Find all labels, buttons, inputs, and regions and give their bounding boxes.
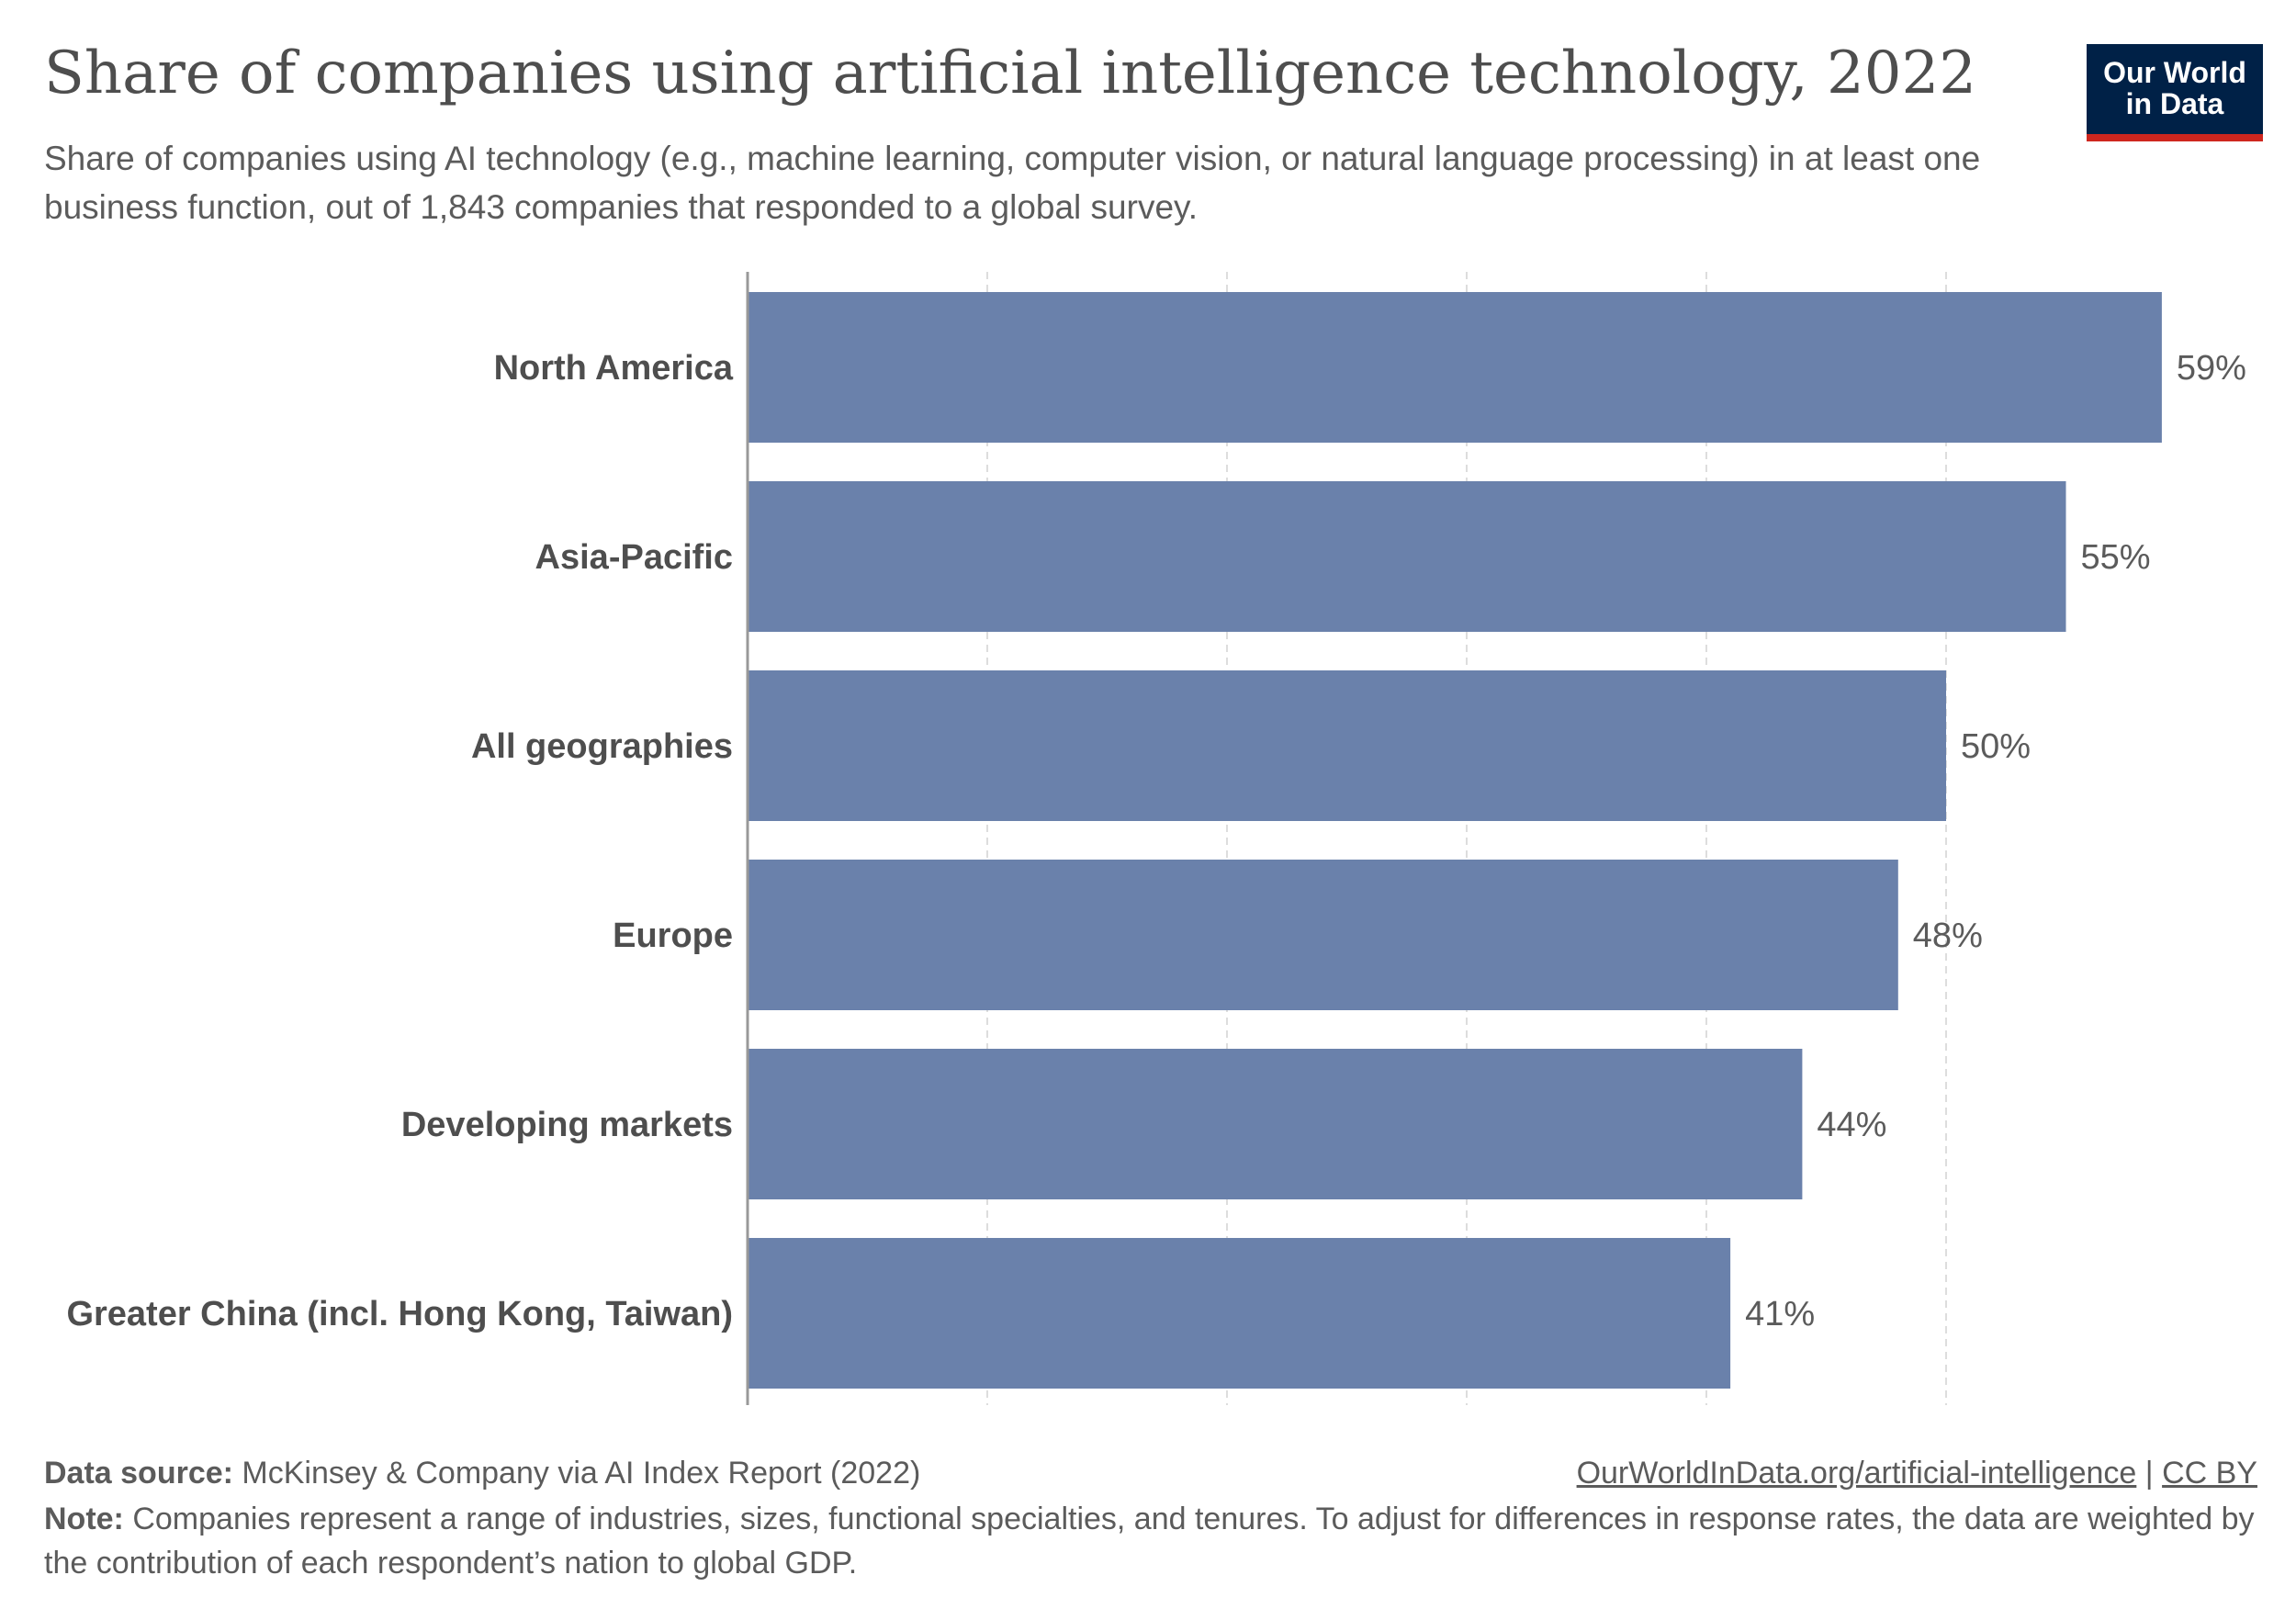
logo-line-1: Our World <box>2103 56 2246 90</box>
owid-link[interactable]: OurWorldInData.org/artificial-intelligen… <box>1576 1456 2137 1491</box>
bar-4 <box>748 1049 1803 1199</box>
footer-source: Data source: McKinsey & Company via AI I… <box>44 1451 2257 1495</box>
category-label-2: All geographies <box>471 727 733 766</box>
source-text: McKinsey & Company via AI Index Report (… <box>242 1456 921 1491</box>
link-separator: | <box>2144 1456 2154 1491</box>
license-link[interactable]: CC BY <box>2162 1456 2257 1491</box>
note-label: Note: <box>44 1502 124 1536</box>
category-label-5: Greater China (incl. Hong Kong, Taiwan) <box>66 1295 733 1333</box>
category-label-3: Europe <box>613 917 733 955</box>
footer-links: OurWorldInData.org/artificial-intelligen… <box>1577 1451 2257 1495</box>
bar-3 <box>748 860 1898 1010</box>
footer-note: Note: Companies represent a range of ind… <box>44 1497 2257 1585</box>
value-label-5: 41% <box>1745 1295 1815 1333</box>
value-label-1: 55% <box>2081 538 2151 577</box>
bar-0 <box>748 292 2162 443</box>
value-label-2: 50% <box>1961 727 2031 766</box>
value-label-3: 48% <box>1913 917 1983 955</box>
category-label-4: Developing markets <box>401 1106 733 1144</box>
bar-2 <box>748 670 1946 821</box>
source-label: Data source: <box>44 1456 233 1491</box>
bar-5 <box>748 1238 1731 1389</box>
bar-chart: North America 59% Asia-Pacific 55% All geogr… <box>66 272 2246 1405</box>
chart-title: Share of companies using artificial inte… <box>44 39 1976 107</box>
logo-line-2: in Data <box>2125 87 2224 120</box>
bar-1 <box>748 481 2066 632</box>
value-label-0: 59% <box>2177 349 2246 388</box>
chart-subtitle: Share of companies using AI technology (… <box>44 140 1981 226</box>
value-label-4: 44% <box>1817 1106 1886 1144</box>
category-label-1: Asia-Pacific <box>535 538 733 577</box>
category-label-0: North America <box>494 349 734 388</box>
note-text: Companies represent a range of industrie… <box>44 1502 2255 1581</box>
owid-logo[interactable]: Our World in Data <box>2087 44 2263 141</box>
